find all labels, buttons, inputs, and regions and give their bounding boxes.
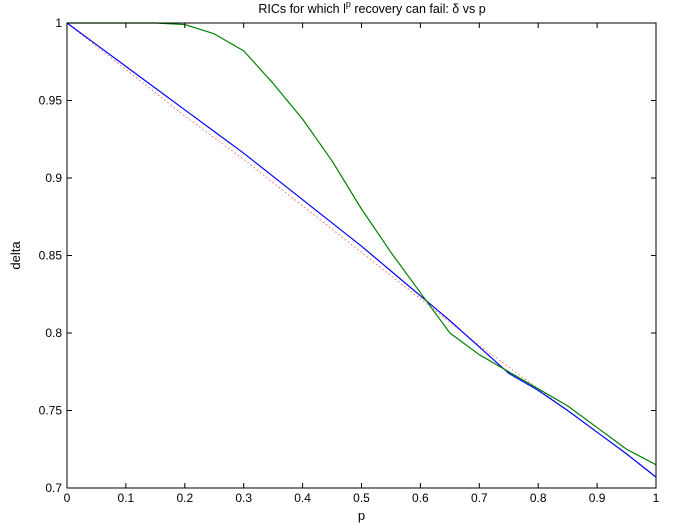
x-tick-label: 1 [653, 491, 660, 505]
y-tick-label: 0.85 [39, 249, 63, 263]
chart-title: RICs for which lp recovery can fail: δ v… [258, 0, 485, 16]
title-suffix: recovery can fail: [351, 2, 452, 16]
y-tick-label: 0.8 [45, 326, 62, 340]
x-tick-label: 0.4 [294, 491, 311, 505]
y-tick-label: 1 [55, 16, 62, 30]
x-tick-label: 0.5 [353, 491, 370, 505]
y-tick-label: 0.9 [45, 171, 62, 185]
y-axis-label: delta [8, 241, 23, 270]
series-layer [66, 22, 657, 478]
plot-frame [66, 22, 657, 489]
x-tick-label: 0 [64, 491, 71, 505]
x-tick-label: 0.2 [176, 491, 193, 505]
x-tick-label: 0.6 [412, 491, 429, 505]
x-tick-label: 0.3 [235, 491, 252, 505]
y-tick-label: 0.7 [45, 481, 62, 495]
title-prefix: RICs for which [258, 2, 343, 16]
title-p-superscript: p [346, 0, 351, 9]
series-line-0 [66, 22, 657, 478]
x-tick-label: 0.8 [530, 491, 547, 505]
series-line-2 [66, 22, 657, 478]
x-tick-label: 0.9 [589, 491, 606, 505]
x-tick-label: 0.7 [471, 491, 488, 505]
series-line-1 [67, 22, 657, 466]
x-axis-label: p [358, 508, 365, 523]
x-tick-label: 0.1 [118, 491, 135, 505]
title-delta-symbol: δ [452, 2, 459, 16]
title-l-symbol: l [343, 2, 346, 16]
y-tick-label: 0.75 [39, 404, 63, 418]
y-tick-label: 0.95 [39, 94, 63, 108]
ticks-layer: 0 0.1 0.2 0.3 0.4 0.5 0.6 0.7 0.8 0.9 1 0.7 0.75 0.8 0… [39, 16, 660, 505]
title-tail: vs p [459, 2, 485, 16]
